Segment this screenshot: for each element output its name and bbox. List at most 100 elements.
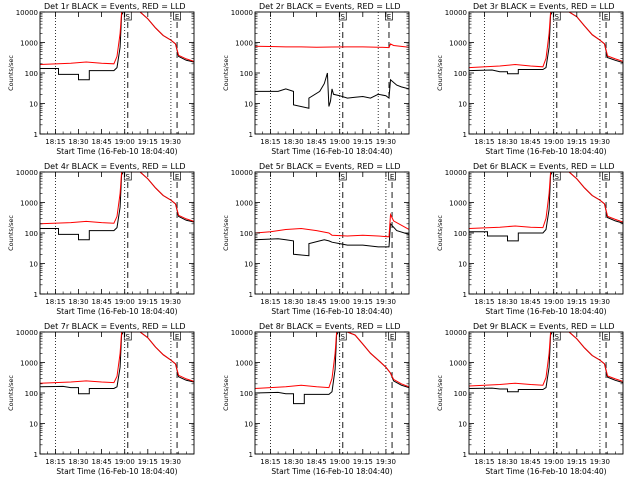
y-tick-label: 100 (454, 70, 467, 78)
series-group (40, 332, 194, 395)
y-axis-label: Counts/sec (222, 55, 230, 91)
reference-lines (269, 12, 390, 134)
y-axis-label: Counts/sec (7, 215, 15, 251)
x-tick-label: 18:15 (474, 298, 494, 306)
series-group (255, 332, 409, 405)
x-axis-label: Start Time (16-Feb-10 18:04:40) (271, 147, 392, 156)
y-tick-label: 100 (240, 390, 253, 398)
y-tick-label: 10000 (445, 9, 467, 17)
detector-panel-9: Det 9r BLACK = Events, RED = LLD S E 1 10 100… (436, 322, 624, 476)
start-flag: S (338, 11, 347, 21)
start-flag: S (338, 331, 347, 341)
x-tick-label: 19:00 (330, 458, 350, 466)
y-tick-label: 10000 (231, 9, 253, 17)
y-tick-label: 1 (34, 451, 38, 459)
panel-title: Det 5r BLACK = Events, RED = LLD (259, 162, 401, 171)
flag-label: S (555, 333, 560, 341)
y-tick-label: 100 (25, 390, 38, 398)
lld-series-line (255, 332, 409, 389)
x-tick-label: 19:00 (544, 138, 564, 146)
end-flag: E (173, 11, 181, 21)
y-tick-label: 1000 (20, 200, 38, 208)
x-tick-label: 19:30 (161, 138, 181, 146)
x-tick-label: 19:15 (138, 138, 158, 146)
y-tick-label: 1 (249, 131, 253, 139)
panel-title: Det 3r BLACK = Events, RED = LLD (473, 2, 615, 11)
y-tick-label: 100 (454, 390, 467, 398)
y-tick-label: 1 (249, 451, 253, 459)
y-tick-label: 1000 (235, 360, 253, 368)
panel-title: Det 8r BLACK = Events, RED = LLD (259, 322, 401, 331)
y-tick-label: 100 (454, 230, 467, 238)
x-tick-label: 19:30 (161, 298, 181, 306)
x-tick-label: 18:30 (68, 138, 88, 146)
detector-panel-3: Det 3r BLACK = Events, RED = LLD S E 1 10 100… (436, 2, 624, 156)
x-tick-label: 18:15 (260, 298, 280, 306)
events-series-line (255, 222, 409, 257)
y-tick-label: 1000 (449, 40, 467, 48)
flag-label: S (341, 333, 346, 341)
x-tick-label: 19:00 (544, 298, 564, 306)
flag-label: E (175, 173, 179, 181)
y-tick-label: 100 (240, 230, 253, 238)
x-tick-label: 18:15 (260, 138, 280, 146)
x-tick-label: 19:00 (330, 298, 350, 306)
y-tick-label: 1000 (20, 360, 38, 368)
x-tick-label: 18:45 (307, 298, 327, 306)
end-flag: E (388, 331, 396, 341)
x-tick-label: 18:30 (283, 458, 303, 466)
lld-series-line (255, 43, 409, 49)
x-tick-label: 19:30 (376, 138, 396, 146)
x-tick-label: 19:30 (376, 458, 396, 466)
y-axis-label: Counts/sec (436, 55, 444, 91)
x-tick-label: 18:15 (474, 138, 494, 146)
panel-title: Det 2r BLACK = Events, RED = LLD (259, 2, 401, 11)
start-flag: S (338, 171, 347, 181)
y-tick-label: 10 (244, 101, 253, 109)
x-tick-label: 18:45 (521, 138, 541, 146)
x-tick-label: 18:45 (92, 458, 112, 466)
flag-label: S (126, 333, 131, 341)
x-tick-label: 18:15 (45, 298, 65, 306)
x-tick-label: 18:15 (260, 458, 280, 466)
flag-label: E (390, 173, 394, 181)
x-tick-label: 19:15 (353, 138, 373, 146)
x-axis-label: Start Time (16-Feb-10 18:04:40) (56, 147, 177, 156)
detector-panel-4: Det 4r BLACK = Events, RED = LLD S E 1 10 100… (7, 162, 195, 316)
y-tick-label: 1 (463, 131, 467, 139)
y-tick-label: 10000 (231, 329, 253, 337)
panel-title: Det 4r BLACK = Events, RED = LLD (44, 162, 186, 171)
lld-series-line (469, 172, 623, 229)
flag-label: S (341, 173, 346, 181)
detector-panel-7: Det 7r BLACK = Events, RED = LLD S E 1 10 100… (7, 322, 195, 476)
y-axis-label: Counts/sec (7, 55, 15, 91)
x-tick-label: 19:30 (161, 458, 181, 466)
x-axis-label: Start Time (16-Feb-10 18:04:40) (56, 467, 177, 476)
y-tick-label: 1 (34, 291, 38, 299)
x-tick-label: 19:15 (567, 298, 587, 306)
y-tick-label: 1 (249, 291, 253, 299)
reference-lines (483, 172, 607, 294)
y-tick-label: 10000 (16, 9, 38, 17)
flag-label: S (341, 13, 346, 21)
start-flag: S (552, 11, 561, 21)
end-flag: E (388, 171, 396, 181)
y-tick-label: 10000 (231, 169, 253, 177)
series-group (40, 172, 194, 241)
panel-title: Det 6r BLACK = Events, RED = LLD (473, 162, 615, 171)
x-tick-label: 18:45 (92, 138, 112, 146)
lld-series-line (469, 12, 623, 69)
lld-series-line (40, 332, 194, 384)
x-axis-label: Start Time (16-Feb-10 18:04:40) (485, 147, 606, 156)
y-tick-label: 1000 (20, 40, 38, 48)
flag-label: E (175, 13, 179, 21)
y-axis-label: Counts/sec (7, 375, 15, 411)
y-tick-label: 1 (463, 291, 467, 299)
start-flag: S (552, 171, 561, 181)
x-tick-label: 18:30 (68, 458, 88, 466)
events-series-line (469, 332, 623, 393)
start-flag: S (123, 331, 132, 341)
y-axis-label: Counts/sec (436, 215, 444, 251)
detector-panel-2: Det 2r BLACK = Events, RED = LLD S E 1 10 100… (222, 2, 410, 156)
